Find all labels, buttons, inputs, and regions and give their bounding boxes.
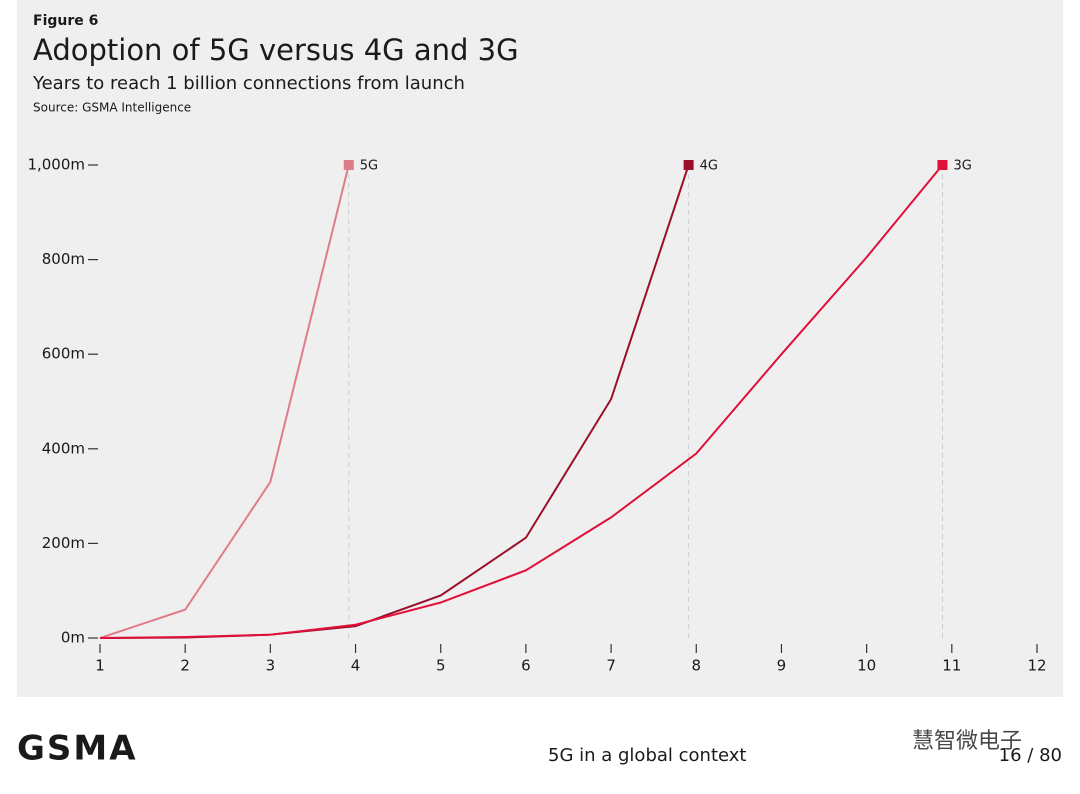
legend-label: 4G (700, 159, 718, 174)
y-tick-label: 200m (42, 534, 85, 552)
x-tick-label: 1 (95, 657, 105, 675)
x-tick-label: 12 (1027, 657, 1046, 675)
legend-label: 5G (360, 159, 378, 174)
x-tick-label: 8 (691, 657, 701, 675)
y-tick-label: 600m (42, 345, 85, 363)
watermark: 慧智微电子 (912, 729, 1022, 754)
x-tick-label: 4 (351, 657, 361, 675)
end-marker (937, 160, 948, 170)
logo: GSMA (17, 729, 138, 769)
x-tick-label: 3 (266, 657, 276, 675)
chart-source: Source: GSMA Intelligence (33, 101, 191, 115)
end-marker (343, 160, 354, 170)
chart-title: Adoption of 5G versus 4G and 3G (33, 33, 519, 67)
page-number: 16 / 80 (999, 745, 1062, 766)
x-tick-label: 10 (857, 657, 876, 675)
y-tick-label: 400m (42, 439, 85, 457)
y-tick-label: 1,000m (27, 156, 85, 174)
x-tick-label: 6 (521, 657, 531, 675)
panel (17, 0, 1063, 697)
x-tick-label: 2 (180, 657, 190, 675)
x-tick-label: 7 (606, 657, 616, 675)
x-tick-label: 11 (942, 657, 961, 675)
end-marker (683, 160, 694, 170)
x-tick-label: 9 (777, 657, 787, 675)
figure-label: Figure 6 (33, 13, 98, 29)
legend-label: 3G (953, 159, 971, 174)
series-line (99, 164, 944, 639)
section-title: 5G in a global context (548, 745, 746, 766)
y-tick-label: 800m (42, 250, 85, 268)
chart-subtitle: Years to reach 1 billion connections fro… (32, 73, 465, 94)
x-tick-label: 5 (436, 657, 446, 675)
y-tick-label: 0m (61, 629, 85, 647)
series-line (99, 164, 350, 639)
